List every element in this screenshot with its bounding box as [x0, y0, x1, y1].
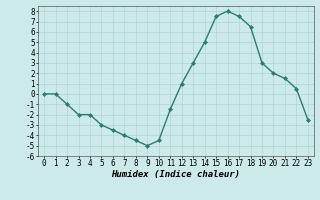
- X-axis label: Humidex (Indice chaleur): Humidex (Indice chaleur): [111, 170, 241, 179]
